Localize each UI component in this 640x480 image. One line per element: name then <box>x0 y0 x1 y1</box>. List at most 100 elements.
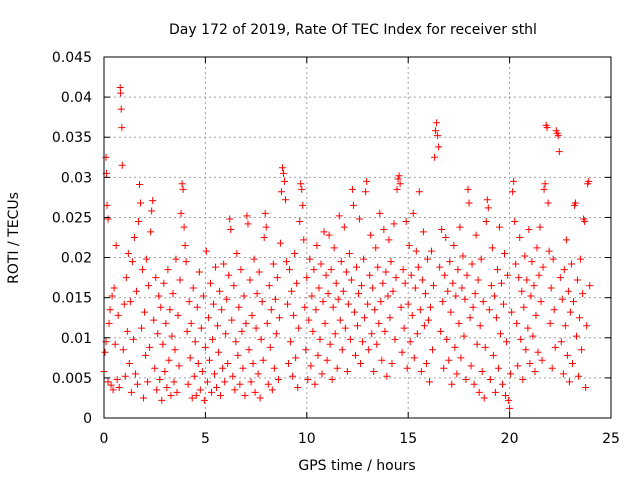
data-point <box>501 250 509 258</box>
data-point <box>184 380 192 388</box>
data-point <box>397 303 405 311</box>
data-point <box>425 378 433 386</box>
data-point <box>236 380 244 388</box>
data-point <box>340 223 348 231</box>
data-point <box>250 255 258 263</box>
data-point <box>109 386 117 394</box>
data-point <box>569 298 577 306</box>
data-point <box>398 348 406 356</box>
x-tick-label: 5 <box>201 431 210 447</box>
data-point <box>196 386 204 394</box>
data-point <box>460 332 468 340</box>
data-point <box>260 234 268 241</box>
data-point <box>200 396 208 404</box>
data-point <box>298 185 306 193</box>
data-point <box>534 348 542 356</box>
data-point <box>105 319 113 327</box>
data-point <box>360 255 368 263</box>
data-point <box>311 380 319 388</box>
data-point <box>208 335 216 343</box>
data-point <box>504 271 512 279</box>
data-point <box>180 223 188 231</box>
data-point <box>555 148 563 156</box>
data-point <box>396 180 404 188</box>
grid <box>104 57 611 418</box>
data-point <box>336 316 344 324</box>
data-point <box>104 215 112 223</box>
y-tick-label: 0.045 <box>52 50 92 66</box>
data-point <box>493 266 501 274</box>
data-point <box>444 287 452 295</box>
y-tick-label: 0.01 <box>61 331 92 347</box>
data-point <box>176 276 184 284</box>
data-point <box>489 351 497 359</box>
data-point <box>515 274 523 282</box>
data-point <box>550 306 558 314</box>
data-point <box>405 242 413 250</box>
data-point <box>211 370 219 378</box>
y-tick-label: 0.02 <box>61 251 92 267</box>
data-point <box>151 364 159 372</box>
data-point <box>440 364 448 372</box>
data-point <box>231 386 239 394</box>
data-point <box>453 370 461 378</box>
data-point <box>526 359 534 367</box>
data-point <box>312 306 320 314</box>
data-point <box>406 338 414 346</box>
data-point <box>150 316 158 324</box>
data-point <box>422 359 430 367</box>
data-point <box>235 303 243 311</box>
data-point <box>510 177 518 185</box>
data-point <box>399 266 407 274</box>
data-point <box>412 247 420 255</box>
data-point <box>194 359 202 367</box>
data-point <box>384 292 392 300</box>
x-tick-label: 10 <box>298 431 316 447</box>
data-point <box>556 274 564 282</box>
data-point <box>327 266 335 274</box>
data-point <box>545 247 553 255</box>
data-point <box>318 370 326 378</box>
data-point <box>288 287 296 295</box>
data-point <box>285 359 293 367</box>
data-point <box>517 335 525 343</box>
data-point <box>376 209 384 217</box>
data-point <box>114 311 122 319</box>
data-point <box>315 284 323 292</box>
data-point <box>370 367 378 375</box>
data-point <box>408 311 416 319</box>
y-tick-label: 0.015 <box>52 291 92 307</box>
data-point <box>458 284 466 292</box>
data-point <box>573 332 581 340</box>
data-point <box>239 364 247 372</box>
data-point <box>361 314 369 322</box>
data-point <box>382 268 390 276</box>
data-point <box>478 367 486 375</box>
data-point <box>287 338 295 346</box>
data-point <box>212 263 220 271</box>
data-point <box>274 375 282 383</box>
data-point <box>508 308 516 316</box>
data-point <box>456 223 464 231</box>
data-point <box>379 279 387 287</box>
data-point <box>419 228 427 236</box>
data-point <box>423 255 431 263</box>
data-point <box>296 217 304 225</box>
data-point <box>547 284 555 292</box>
data-point <box>314 351 322 359</box>
data-point <box>218 306 226 314</box>
data-point <box>531 367 539 375</box>
data-point <box>182 258 190 266</box>
data-point <box>195 268 203 276</box>
data-point <box>304 375 312 383</box>
data-point <box>582 384 590 392</box>
data-point <box>286 266 294 274</box>
data-point <box>400 324 408 332</box>
data-point <box>123 327 131 335</box>
data-point <box>257 335 265 343</box>
data-point <box>432 127 440 135</box>
data-point <box>160 279 168 287</box>
data-point <box>391 335 399 343</box>
data-point <box>472 231 480 239</box>
axis-ticks <box>103 56 612 419</box>
